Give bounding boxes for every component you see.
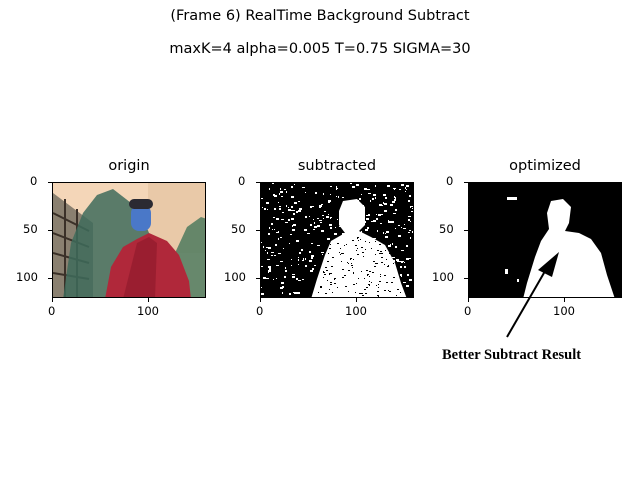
annotation-text: Better Subtract Result bbox=[442, 347, 581, 364]
